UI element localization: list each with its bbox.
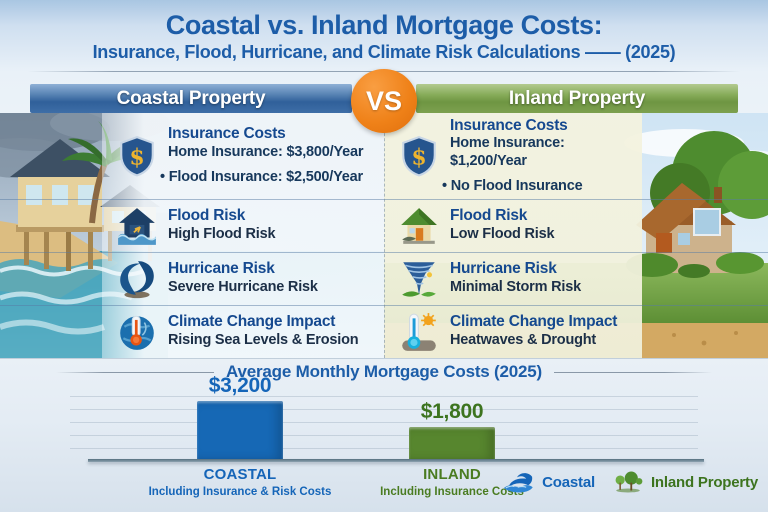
coastal-bar-group: $3,200 xyxy=(177,374,303,460)
legend-inland-label: Inland Property xyxy=(650,473,758,491)
green-house-icon xyxy=(398,205,440,247)
row-line: • No Flood Insurance xyxy=(442,177,583,194)
row-heading: Insurance Costs xyxy=(168,125,286,143)
inland-category-name: INLAND xyxy=(423,466,481,483)
wave-icon xyxy=(504,473,533,493)
chart-legend: Coastal Inland Property xyxy=(502,470,758,494)
inland-bar-value: $1,800 xyxy=(420,400,484,423)
row-heading: Hurricane Risk xyxy=(168,260,275,278)
coastal-bar xyxy=(197,401,283,460)
flooded-house-icon xyxy=(116,205,158,247)
row-line: Rising Sea Levels & Erosion xyxy=(168,332,359,349)
row-line: High Flood Risk xyxy=(168,226,276,243)
coastal-hurricane-row: Hurricane Risk Severe Hurricane Risk xyxy=(102,252,384,305)
inland-bar-group: $1,800 xyxy=(389,400,515,460)
chart-baseline xyxy=(88,459,704,462)
page-subtitle: Insurance, Flood, Hurricane, and Climate… xyxy=(92,42,676,62)
coastal-column: $ Insurance Costs Home Insurance: $3,800… xyxy=(0,113,384,358)
row-heading: Insurance Costs xyxy=(450,116,568,134)
inland-category-label: INLAND Including Insurance Costs xyxy=(352,466,552,499)
chart-gridlines xyxy=(70,396,698,460)
inland-climate-row: Climate Change Impact Heatwaves & Drough… xyxy=(384,305,642,358)
inland-hurricane-row: Hurricane Risk Minimal Storm Risk xyxy=(384,252,642,305)
row-line: • Flood Insurance: $2,500/Year xyxy=(160,168,363,185)
inland-column: $ Insurance Costs Home Insurance: $1,200… xyxy=(384,113,768,358)
coastal-property-banner: Coastal Property xyxy=(30,84,352,113)
chart-title-row: Average Monthly Mortgage Costs (2025) xyxy=(56,362,713,382)
coastal-climate-row: Climate Change Impact Rising Sea Levels … xyxy=(102,305,384,358)
coastal-category-sublabel: Including Insurance & Risk Costs xyxy=(148,485,332,498)
row-line: Minimal Storm Risk xyxy=(450,279,581,296)
vs-badge: VS xyxy=(351,69,417,133)
row-heading: Climate Change Impact xyxy=(168,313,336,331)
row-heading: Climate Change Impact xyxy=(450,313,618,331)
svg-text:$: $ xyxy=(129,144,144,170)
legend-item-coastal: Coastal xyxy=(502,470,595,494)
inland-property-banner: Inland Property xyxy=(416,84,738,113)
page-title: Coastal vs. Inland Mortgage Costs: xyxy=(165,10,603,40)
title-line-left xyxy=(56,371,215,373)
row-line: Home Insurance: $1,200/Year xyxy=(450,135,565,170)
inland-insurance-row: $ Insurance Costs Home Insurance: $1,200… xyxy=(384,113,642,199)
shield-dollar-icon: $ xyxy=(116,135,158,177)
coastal-category-name: COASTAL xyxy=(203,466,277,483)
inland-flood-row: Flood Risk Low Flood Risk xyxy=(384,199,642,252)
row-line: Low Flood Risk xyxy=(450,226,555,243)
tornado-icon xyxy=(398,258,440,300)
shield-dollar-icon: $ xyxy=(398,135,440,177)
svg-text:$: $ xyxy=(411,144,426,170)
legend-coastal-label: Coastal xyxy=(542,473,595,491)
row-heading: Hurricane Risk xyxy=(450,260,557,278)
comparison-panel: $ Insurance Costs Home Insurance: $3,800… xyxy=(0,113,768,359)
inland-category-sublabel: Including Insurance Costs xyxy=(380,485,524,498)
legend-item-inland: Inland Property xyxy=(611,470,758,494)
inland-bar xyxy=(409,427,495,460)
coastal-category-label: COASTAL Including Insurance & Risk Costs xyxy=(140,466,340,499)
coastal-bar-value: $3,200 xyxy=(208,374,272,397)
hurricane-swirl-icon xyxy=(116,258,158,300)
title-line-right xyxy=(554,371,713,373)
row-line: Severe Hurricane Risk xyxy=(168,279,318,296)
row-line: Heatwaves & Drought xyxy=(450,332,597,349)
globe-thermometer-icon xyxy=(116,311,158,353)
row-heading: Flood Risk xyxy=(168,207,246,225)
coastal-flood-row: Flood Risk High Flood Risk xyxy=(102,199,384,252)
row-line: Home Insurance: $3,800/Year xyxy=(168,144,364,161)
row-heading: Flood Risk xyxy=(450,207,528,225)
thermometer-sun-icon xyxy=(398,311,440,353)
column-divider xyxy=(384,113,385,358)
chart-title: Average Monthly Mortgage Costs (2025) xyxy=(226,362,542,381)
coastal-insurance-row: $ Insurance Costs Home Insurance: $3,800… xyxy=(102,113,384,199)
trees-icon xyxy=(615,471,643,493)
